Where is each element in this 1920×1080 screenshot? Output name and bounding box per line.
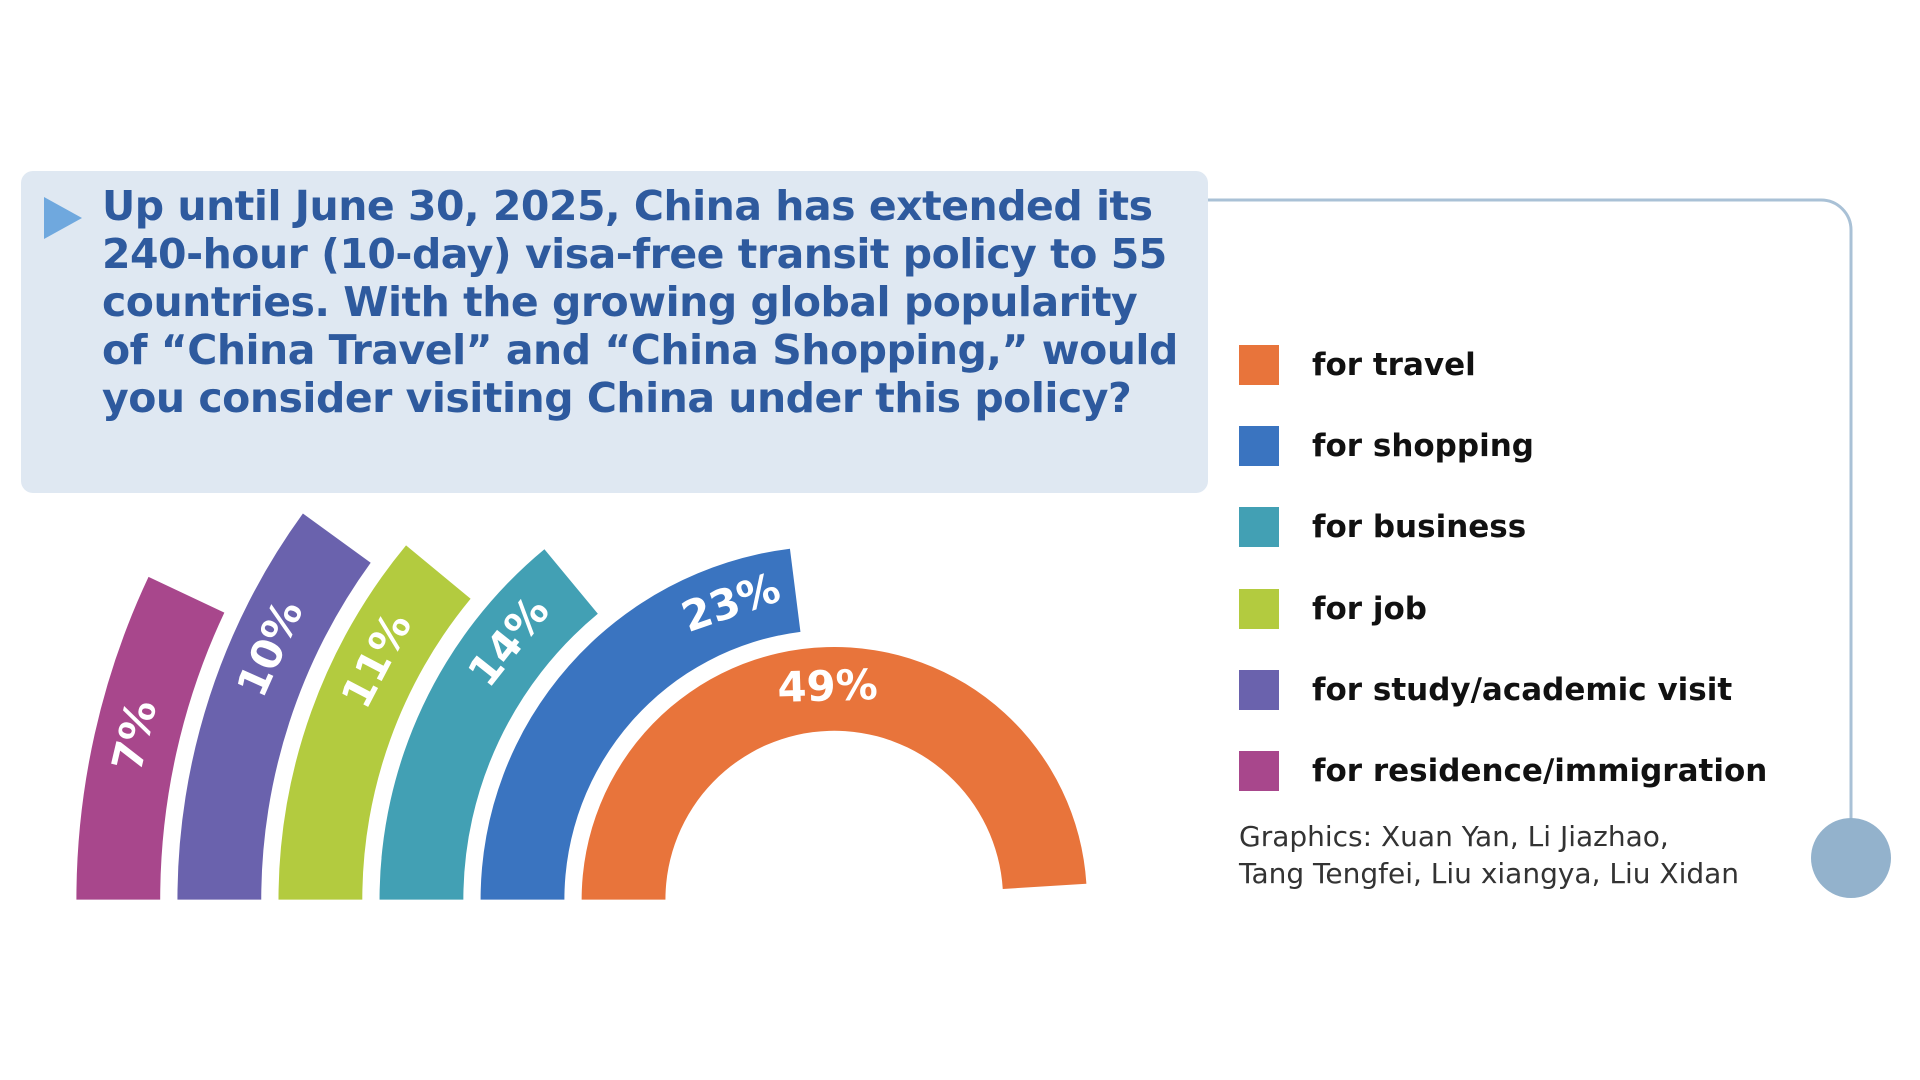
legend-swatch — [1239, 426, 1279, 466]
arc-bar — [76, 576, 225, 900]
arc-bar — [379, 549, 598, 900]
legend-label: for residence/immigration — [1312, 753, 1768, 789]
legend-label: for business — [1312, 509, 1527, 545]
bullet-arrow — [44, 197, 82, 239]
connector-line — [1208, 198, 1853, 820]
legend-swatch — [1239, 670, 1279, 710]
arc-bar — [480, 548, 801, 900]
connector-dot — [1811, 818, 1891, 898]
credit-line: Graphics: Xuan Yan, Li Jiazhao, — [1239, 820, 1669, 853]
arc-bar — [278, 545, 471, 900]
legend-swatch — [1239, 345, 1279, 385]
legend-label: for shopping — [1312, 428, 1534, 464]
legend-swatch — [1239, 507, 1279, 547]
legend-label: for study/academic visit — [1312, 672, 1733, 708]
legend-swatch — [1239, 751, 1279, 791]
arc-bar — [581, 646, 1087, 900]
data-label: 49% — [777, 660, 879, 712]
arc-bar — [177, 513, 371, 900]
question-box — [21, 171, 1208, 493]
chart-title: Up until June 30, 2025, China has extend… — [102, 182, 1178, 422]
legend-swatch — [1239, 589, 1279, 629]
legend-label: for travel — [1312, 347, 1476, 383]
legend-label: for job — [1312, 591, 1427, 627]
credit-line: Tang Tengfei, Liu xiangya, Liu Xidan — [1239, 857, 1740, 890]
